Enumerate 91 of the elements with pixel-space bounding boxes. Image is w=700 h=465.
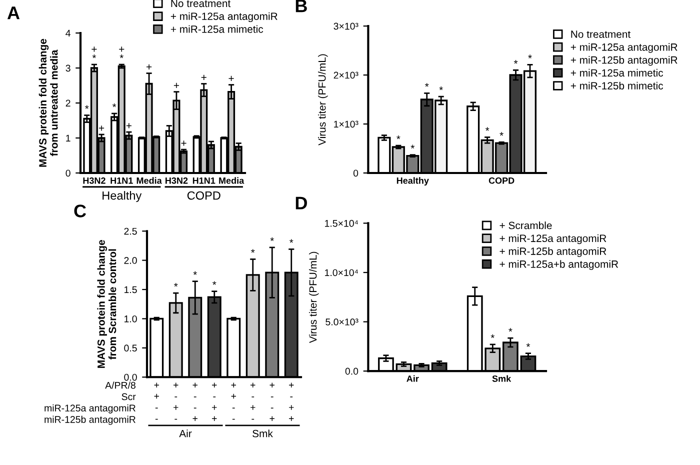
text: Smk — [252, 430, 273, 438]
x-tick-label: H3N2 — [83, 177, 106, 184]
x-tick-label: H1N1 — [192, 177, 216, 184]
x-tick-label: + - - + — [192, 382, 198, 421]
x-tick-label: + - - + — [270, 382, 274, 421]
data-label: + — [201, 74, 206, 80]
y-tick-label: 2×10³ — [334, 72, 358, 79]
data-label: * — [193, 271, 197, 275]
x-tick-label: Media — [219, 177, 244, 184]
data-label: * — [270, 237, 274, 242]
x-tick-label: + - + + — [212, 382, 217, 421]
x-tick-label: H1N1 — [110, 177, 133, 184]
legend-label: + miR-125a+b antagomiR — [500, 260, 618, 270]
legend-label: + miR-125b antagomiR — [570, 56, 678, 66]
chart-title: C — [74, 204, 86, 218]
text: miR-125a antagomiR — [44, 404, 136, 414]
x-tick-label: + - + + — [289, 382, 294, 421]
data-label: * — [396, 135, 400, 140]
y-tick-label: 3×10³ — [334, 22, 358, 30]
x-tick-label: COPD — [488, 177, 514, 184]
text: Air — [179, 430, 192, 438]
chart-title: B — [296, 0, 307, 12]
x-tick-label: + + - - — [231, 382, 236, 420]
data-label: + — [126, 123, 132, 128]
y-tick-label: 1.5×10⁴ — [325, 220, 358, 227]
data-label: * — [514, 60, 518, 64]
data-label: * — [485, 127, 490, 131]
data-label: * — [251, 249, 255, 253]
data-label: + * — [92, 46, 97, 58]
legend-label: No treatment — [171, 0, 231, 8]
legend-label: + miR-125b antagomiR — [500, 247, 606, 257]
data-label: * — [526, 343, 530, 347]
x-tick-label: Healthy — [396, 177, 429, 186]
data-label: + — [174, 82, 179, 88]
data-label: + — [146, 64, 152, 70]
legend-label: + miR-125a mimetic — [570, 68, 664, 77]
x-tick-label: + + - - — [154, 382, 159, 420]
y-tick-label: 0.0 — [345, 368, 358, 375]
data-label: * — [500, 132, 504, 136]
y-tick-label: 2 — [66, 100, 70, 107]
text: A/PR/8 — [105, 382, 136, 389]
data-label: + — [98, 126, 104, 131]
legend-label: + Scramble — [500, 222, 552, 230]
data-label: * — [439, 86, 443, 90]
data-label: * — [425, 83, 429, 87]
chart-title: A — [7, 6, 20, 20]
data-label: * — [112, 103, 116, 108]
data-label: * — [85, 105, 89, 109]
text: COPD — [187, 191, 220, 200]
legend-label: + miR-125a antagomiR — [170, 12, 278, 22]
y-tick-label: 1 — [66, 134, 70, 142]
text: miR-125b antagomiR — [44, 416, 136, 425]
y-axis-title: MAVS protein fold change from Scramble control — [97, 240, 116, 368]
y-tick-label: 5.0×10³ — [326, 318, 358, 326]
y-tick-label: 2.5 — [124, 228, 137, 235]
data-label: * — [174, 282, 178, 287]
y-tick-label: 4 — [66, 30, 70, 37]
data-label: * — [410, 144, 415, 148]
data-label: + — [181, 140, 186, 146]
data-label: + — [228, 76, 234, 82]
y-tick-label: 1×10³ — [334, 120, 358, 128]
data-label: * — [528, 54, 532, 58]
data-label: + * — [119, 46, 124, 58]
legend-label: + miR-125a mimetic — [170, 25, 264, 33]
data-label: * — [490, 334, 495, 338]
legend-label: No treatment — [571, 30, 631, 38]
y-tick-label: 0 — [66, 170, 70, 177]
y-tick-label: 0 — [353, 170, 358, 177]
y-axis-title: Virus titer (PFU/mL) — [318, 54, 328, 146]
y-tick-label: 1.0 — [124, 315, 137, 322]
x-tick-label: + - + - — [174, 382, 178, 420]
y-tick-label: 1.5 — [124, 286, 137, 294]
y-tick-label: 0.5 — [124, 344, 137, 352]
legend-label: + miR-125a antagomiR — [570, 43, 678, 53]
data-label: * — [290, 239, 294, 243]
x-tick-label: H3N2 — [166, 177, 188, 184]
text: Scr — [122, 393, 136, 400]
text: Healthy — [102, 191, 142, 202]
data-label: * — [212, 281, 216, 285]
y-tick-label: 2.0 — [124, 257, 137, 264]
x-tick-label: Media — [136, 177, 162, 184]
legend-label: + miR-125a antagomiR — [500, 234, 606, 244]
y-axis-title: MAVS protein fold change from untreated media — [38, 38, 58, 167]
y-axis-title: Virus titer (PFU/mL) — [309, 252, 319, 344]
data-label: * — [508, 328, 512, 332]
y-tick-label: 3 — [66, 64, 70, 72]
chart-title: D — [296, 196, 307, 210]
y-tick-label: 1.0×10⁴ — [325, 269, 358, 276]
y-tick-label: 0.0 — [124, 374, 137, 381]
x-tick-label: + - + - — [250, 382, 256, 420]
legend-label: + miR-125b mimetic — [570, 82, 664, 90]
